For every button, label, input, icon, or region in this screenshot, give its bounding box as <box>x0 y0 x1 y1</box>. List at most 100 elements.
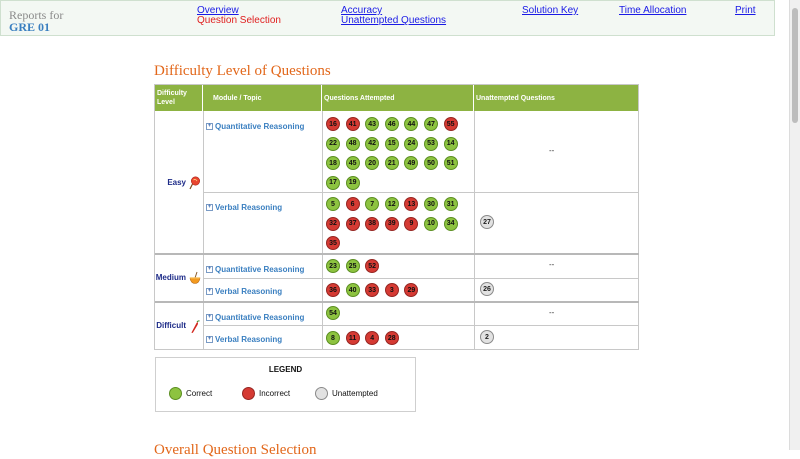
question-ball[interactable]: 32 <box>326 216 340 231</box>
question-ball[interactable]: 44 <box>404 117 419 131</box>
legend-unattempted-label: Unattempted <box>332 389 378 398</box>
plus-box-icon[interactable]: + <box>206 204 213 212</box>
question-ball[interactable]: 51 <box>443 156 458 171</box>
module-label: Verbal Reasoning <box>215 203 283 212</box>
nav-time-allocation[interactable]: Time Allocation <box>619 5 687 16</box>
nav-solution-key[interactable]: Solution Key <box>522 5 579 16</box>
question-ball[interactable]: 39 <box>384 216 399 231</box>
legend-title: LEGEND <box>268 365 303 374</box>
module-easy-verbal[interactable]: + Verbal Reasoning <box>206 203 282 212</box>
module-medium-verbal[interactable]: + Verbal Reasoning <box>206 287 282 296</box>
question-ball[interactable]: 7 <box>365 197 380 211</box>
question-ball[interactable]: 8 <box>326 331 340 345</box>
plus-box-icon[interactable]: + <box>206 314 213 322</box>
plus-box-icon[interactable]: + <box>206 336 213 344</box>
question-ball[interactable]: 13 <box>404 197 419 211</box>
legend-box: LEGEND Correct Incorrect Unattempted <box>155 357 416 412</box>
level-easy-label: Easy <box>167 177 186 187</box>
module-difficult-quant[interactable]: + Quantitative Reasoning <box>206 313 304 322</box>
question-ball[interactable]: 34 <box>443 216 458 231</box>
legend-incorrect-label: Incorrect <box>259 389 291 398</box>
question-ball[interactable]: 17 <box>326 175 340 190</box>
level-difficult: Difficult <box>155 301 203 350</box>
question-ball[interactable]: 36 <box>326 283 340 297</box>
plus-box-icon[interactable]: + <box>206 288 213 296</box>
question-ball[interactable]: 16 <box>326 117 340 131</box>
question-ball[interactable]: 10 <box>424 216 438 231</box>
question-ball[interactable]: 38 <box>365 216 380 231</box>
question-ball[interactable]: 5 <box>326 197 340 211</box>
question-ball[interactable]: 47 <box>424 117 438 131</box>
module-medium-quant[interactable]: + Quantitative Reasoning <box>206 265 304 274</box>
question-ball[interactable]: 24 <box>404 136 419 151</box>
question-ball[interactable]: 25 <box>345 259 360 273</box>
no-unattempted-marker: -- <box>549 146 555 155</box>
nav-unattempted-questions[interactable]: Unattempted Questions <box>341 15 447 26</box>
header-unattempted: Unattempted Questions <box>476 94 555 102</box>
question-ball[interactable]: 49 <box>404 156 419 171</box>
module-difficult-verbal[interactable]: + Verbal Reasoning <box>206 335 282 344</box>
question-ball[interactable]: 12 <box>384 197 399 211</box>
question-ball[interactable]: 43 <box>365 117 380 131</box>
nav-print[interactable]: Print <box>735 5 756 16</box>
question-ball[interactable]: 14 <box>443 136 458 151</box>
question-ball[interactable]: 27 <box>480 215 494 229</box>
module-label: Quantitative Reasoning <box>215 313 305 322</box>
question-ball[interactable]: 3 <box>384 283 399 297</box>
plus-box-icon[interactable]: + <box>206 266 213 274</box>
report-header: Reports for GRE 01 Overview Question Sel… <box>0 0 775 36</box>
question-ball[interactable]: 23 <box>326 259 340 273</box>
plus-box-icon[interactable]: + <box>206 123 213 131</box>
question-ball[interactable]: 55 <box>443 117 458 131</box>
nav-overview[interactable]: Overview <box>197 5 239 16</box>
scrollbar-thumb[interactable] <box>792 8 798 123</box>
question-ball[interactable]: 42 <box>365 136 380 151</box>
grid-line <box>474 111 475 350</box>
question-ball[interactable]: 20 <box>365 156 380 171</box>
report-name: GRE 01 <box>9 20 51 34</box>
question-ball[interactable]: 11 <box>345 331 360 345</box>
module-label: Verbal Reasoning <box>215 287 283 296</box>
nav-accuracy[interactable]: Accuracy <box>341 5 383 16</box>
question-ball[interactable]: 45 <box>345 156 360 171</box>
question-ball[interactable]: 46 <box>384 117 399 131</box>
grid-line <box>322 111 323 350</box>
question-ball[interactable]: 31 <box>443 197 458 211</box>
question-ball[interactable]: 54 <box>326 306 340 320</box>
question-ball[interactable]: 19 <box>345 175 360 190</box>
question-ball[interactable]: 21 <box>384 156 399 171</box>
question-ball[interactable]: 41 <box>345 117 360 131</box>
question-ball[interactable]: 50 <box>424 156 438 171</box>
question-ball[interactable]: 29 <box>404 283 419 297</box>
incorrect-ball-icon <box>242 387 255 400</box>
question-ball[interactable]: 2 <box>480 330 494 344</box>
correct-ball-icon <box>169 387 182 400</box>
question-ball[interactable]: 18 <box>326 156 340 171</box>
question-ball[interactable]: 9 <box>404 216 419 231</box>
next-section-title: Overall Question Selection <box>154 442 317 458</box>
level-difficult-label: Difficult <box>156 321 186 330</box>
module-label: Verbal Reasoning <box>215 335 283 344</box>
page-scrollbar[interactable] <box>789 0 800 450</box>
question-ball[interactable]: 35 <box>326 236 340 251</box>
question-ball[interactable]: 28 <box>384 331 399 345</box>
unattempted-ball-icon <box>315 387 328 400</box>
question-ball[interactable]: 40 <box>345 283 360 297</box>
question-ball[interactable]: 6 <box>345 197 360 211</box>
question-ball[interactable]: 37 <box>345 216 360 231</box>
nav-question-selection[interactable]: Question Selection <box>197 15 281 26</box>
report-label: Reports for <box>9 8 64 22</box>
grid-line <box>203 325 639 326</box>
question-ball[interactable]: 30 <box>424 197 438 211</box>
question-ball[interactable]: 52 <box>365 259 380 273</box>
question-ball[interactable]: 15 <box>384 136 399 151</box>
module-easy-quant[interactable]: + Quantitative Reasoning <box>206 122 304 131</box>
section-title: Difficulty Level of Questions <box>154 63 331 79</box>
question-ball[interactable]: 4 <box>365 331 380 345</box>
question-ball[interactable]: 53 <box>424 136 438 151</box>
grid-line <box>203 111 204 350</box>
question-ball[interactable]: 48 <box>345 136 360 151</box>
question-ball[interactable]: 26 <box>480 282 494 296</box>
question-ball[interactable]: 33 <box>365 283 380 297</box>
question-ball[interactable]: 22 <box>326 136 340 151</box>
